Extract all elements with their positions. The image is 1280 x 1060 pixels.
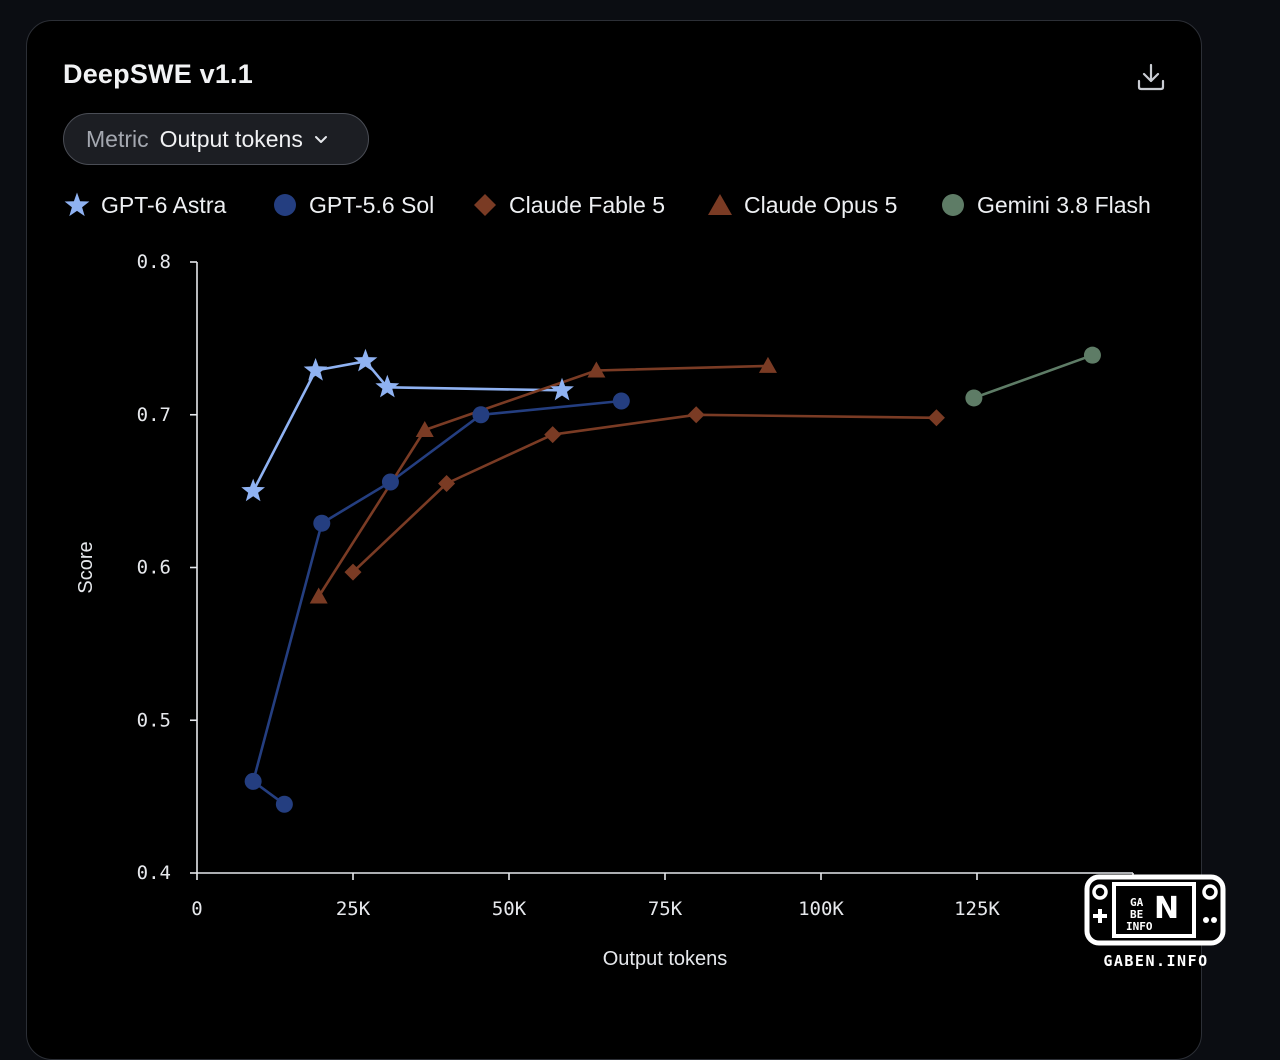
data-point-diamond — [438, 474, 456, 492]
x-axis-title: Output tokens — [603, 948, 728, 970]
series-line — [251, 359, 564, 493]
download-icon — [1137, 63, 1165, 91]
star-icon — [64, 192, 90, 217]
data-point-circle — [965, 389, 983, 407]
legend-label: Gemini 3.8 Flash — [977, 191, 1151, 218]
data-point-circle — [472, 406, 490, 424]
data-point-diamond — [927, 409, 945, 427]
data-point-star — [353, 348, 378, 372]
metric-label: Metric — [86, 125, 149, 152]
series-line — [972, 353, 1094, 400]
data-point-star — [550, 377, 574, 401]
data-point-circle — [244, 772, 262, 790]
download-button[interactable] — [1133, 59, 1169, 95]
legend-label: GPT-5.6 Sol — [309, 191, 435, 218]
circle-icon — [274, 194, 296, 216]
data-point-triangle — [309, 587, 328, 604]
data-point-circle — [381, 473, 399, 491]
legend-label: Claude Opus 5 — [744, 191, 898, 218]
handheld-console-icon: GA BE N INFO — [1084, 874, 1226, 946]
data-point-circle — [313, 514, 331, 532]
svg-text:GA: GA — [1130, 896, 1144, 909]
data-point-star — [375, 374, 400, 398]
legend-item-claude-opus-5[interactable]: Claude Opus 5 — [706, 187, 897, 223]
triangle-icon — [708, 194, 732, 215]
legend-item-gemini-3-8-flash[interactable]: Gemini 3.8 Flash — [939, 187, 1151, 223]
y-axis-title: Score — [75, 541, 97, 593]
chart-title: DeepSWE v1.1 — [63, 59, 253, 89]
svg-text:INFO: INFO — [1126, 920, 1153, 933]
x-tick-label: 0 — [191, 898, 202, 920]
legend-item-gpt-5-6-sol[interactable]: GPT-5.6 Sol — [271, 187, 434, 223]
data-point-circle — [1083, 346, 1101, 364]
chart-legend: GPT-6 Astra GPT-5.6 Sol Claude Fable 5 C… — [63, 187, 1183, 223]
data-point-triangle — [415, 421, 434, 438]
data-point-circle — [275, 795, 293, 813]
legend-item-claude-fable-5[interactable]: Claude Fable 5 — [471, 187, 665, 223]
circle-icon — [942, 194, 964, 216]
diamond-icon — [474, 194, 496, 216]
y-tick-label: 0.4 — [137, 862, 171, 884]
x-tick-label: 125K — [954, 898, 1000, 920]
series-line — [351, 413, 938, 574]
x-tick-label: 50K — [492, 898, 527, 920]
y-tick-label: 0.6 — [137, 557, 171, 579]
svg-text:BE: BE — [1130, 908, 1143, 921]
data-point-diamond — [344, 563, 362, 581]
series-line — [251, 399, 623, 806]
watermark-text: GABEN.INFO — [1103, 952, 1209, 970]
y-tick-label: 0.5 — [137, 709, 171, 731]
data-point-star — [303, 358, 328, 381]
chevron-down-icon — [314, 136, 327, 143]
data-point-triangle — [587, 361, 606, 378]
score-vs-tokens-chart: 0.40.50.60.70.8025K50K75K100K125K150KOut… — [75, 251, 1156, 970]
metric-dropdown[interactable]: Metric Output tokens — [63, 113, 369, 165]
y-tick-label: 0.8 — [137, 251, 171, 273]
chart-card: DeepSWE v1.1 Metric Output tokens GPT-6 … — [26, 20, 1202, 1060]
data-point-diamond — [544, 426, 562, 444]
watermark-logo: GA BE N INFO — [1084, 874, 1226, 974]
y-tick-label: 0.7 — [137, 404, 171, 426]
data-point-diamond — [687, 406, 705, 424]
legend-label: GPT-6 Astra — [101, 191, 227, 218]
data-point-triangle — [758, 356, 777, 373]
x-tick-label: 75K — [648, 898, 683, 920]
svg-text:N: N — [1154, 891, 1179, 926]
legend-label: Claude Fable 5 — [509, 191, 665, 218]
series-line — [317, 364, 770, 598]
x-tick-label: 100K — [798, 898, 844, 920]
metric-value: Output tokens — [159, 125, 303, 152]
x-tick-label: 25K — [336, 898, 371, 920]
legend-item-gpt-6-astra[interactable]: GPT-6 Astra — [63, 187, 226, 223]
data-point-circle — [612, 392, 630, 410]
data-point-star — [241, 478, 265, 502]
